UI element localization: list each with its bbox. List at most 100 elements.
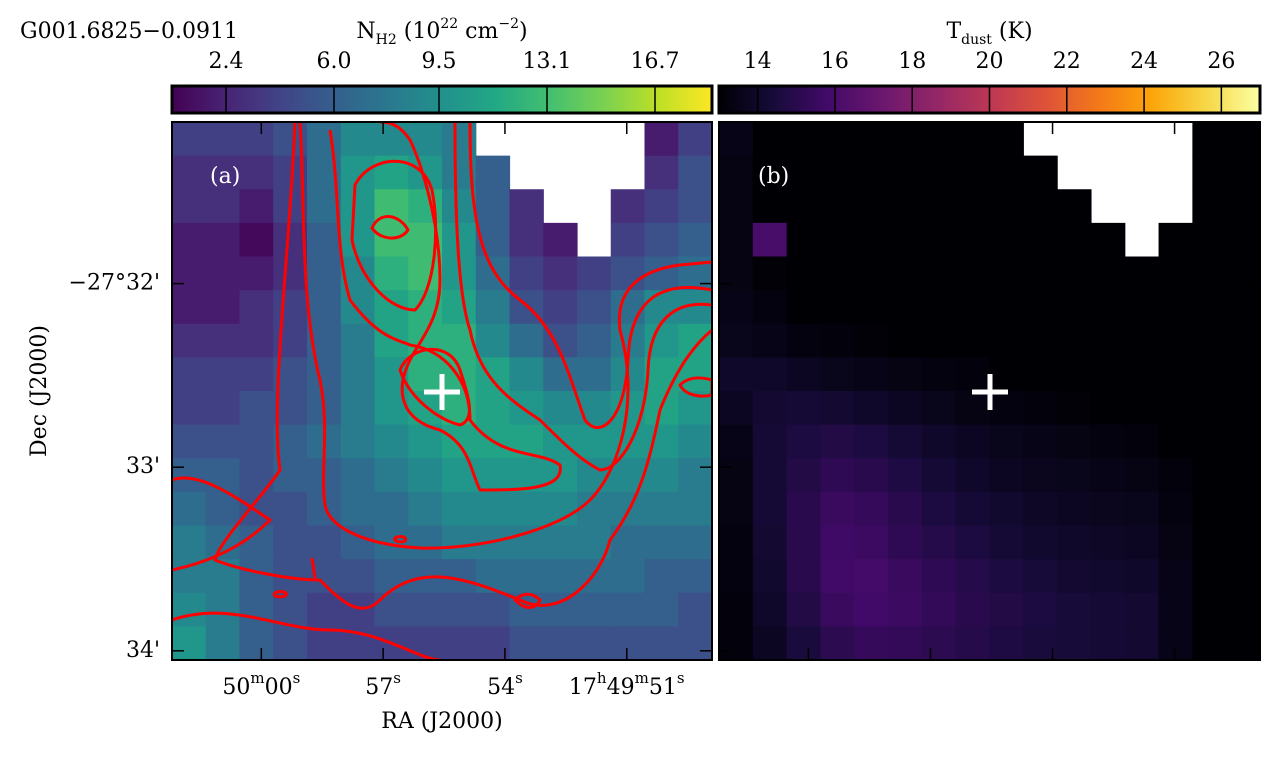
map-cell <box>921 626 957 661</box>
map-cell <box>273 491 308 527</box>
map-cell <box>1057 525 1092 560</box>
map-cell <box>888 256 923 291</box>
map-cell <box>442 491 477 527</box>
map-cell <box>1192 357 1227 392</box>
map-cell <box>475 592 511 627</box>
map-cell <box>955 357 991 392</box>
map-cell <box>340 491 376 527</box>
panel-label: (b) <box>758 164 789 189</box>
map-cell <box>820 290 855 325</box>
map-cell <box>678 222 713 258</box>
map-cell <box>1192 155 1227 190</box>
map-cell <box>854 559 889 594</box>
map-cell <box>719 189 754 224</box>
map-cell <box>786 357 822 392</box>
map-cell <box>1023 391 1058 426</box>
map-cell <box>820 391 855 426</box>
map-cell <box>955 155 991 190</box>
map-cell <box>1090 525 1126 560</box>
map-cell <box>644 626 679 661</box>
map-cell <box>678 189 713 224</box>
map-cell <box>955 391 991 426</box>
map-cell <box>577 592 612 627</box>
map-cell <box>205 122 241 157</box>
map-cell <box>1057 290 1092 325</box>
map-cell <box>1124 424 1160 459</box>
map-cell <box>1226 626 1261 661</box>
map-cell <box>205 155 241 190</box>
map-cell <box>1057 323 1092 358</box>
map-cell <box>205 323 241 358</box>
map-cell <box>340 559 376 594</box>
map-cell <box>509 626 544 661</box>
panel-frame <box>171 121 713 661</box>
map-cell <box>1057 626 1092 661</box>
map-cell <box>820 592 855 627</box>
map-cell <box>888 189 923 224</box>
map-cell <box>820 458 855 493</box>
map-cell <box>273 626 308 661</box>
colorbar-label: Tdust (K) <box>946 19 1032 48</box>
map-cell <box>205 189 241 224</box>
map-cell <box>1124 491 1160 527</box>
map-cell <box>239 424 274 459</box>
map-cell <box>719 491 754 527</box>
map-cell <box>1226 189 1261 224</box>
map-cell <box>1158 290 1193 325</box>
map-cell <box>408 592 443 627</box>
map-cell <box>442 189 477 224</box>
map-cell <box>1090 323 1126 358</box>
map-cell <box>955 458 991 493</box>
map-cell <box>989 189 1024 224</box>
map-cell <box>307 357 342 392</box>
map-cell <box>205 256 241 291</box>
map-cell <box>1158 424 1193 459</box>
map-cell <box>1057 559 1092 594</box>
colorbar-label-part: −2 <box>498 16 519 32</box>
map-cell <box>610 189 646 224</box>
map-cell <box>1057 491 1092 527</box>
map-cell <box>543 391 578 426</box>
map-cell <box>340 290 376 325</box>
map-cell <box>475 391 511 426</box>
map-cell <box>719 290 754 325</box>
map-cell <box>509 525 544 560</box>
map-cell <box>1226 290 1261 325</box>
map-cell <box>719 222 754 258</box>
map-cell <box>989 256 1024 291</box>
map-cell <box>1090 458 1126 493</box>
map-cell <box>543 525 578 560</box>
map-cell <box>408 458 443 493</box>
map-cell <box>820 122 855 157</box>
map-cell <box>719 155 754 190</box>
map-cell <box>172 122 207 157</box>
map-cell <box>273 525 308 560</box>
map-cell <box>752 525 788 560</box>
source-name: G001.6825−0.0911 <box>20 19 238 44</box>
map-cell <box>509 357 544 392</box>
map-cell <box>888 525 923 560</box>
map-cell <box>610 290 646 325</box>
map-cell <box>577 290 612 325</box>
colorbar-label-part: N <box>356 19 375 44</box>
map-cell <box>955 256 991 291</box>
map-cell <box>786 626 822 661</box>
source-marker <box>424 374 1008 410</box>
map-cell <box>1124 525 1160 560</box>
colorbar-tick-label: 13.1 <box>523 49 572 74</box>
map-cell <box>1226 323 1261 358</box>
map-cell <box>1158 559 1193 594</box>
map-cell <box>340 323 376 358</box>
map-cell <box>921 525 957 560</box>
map-cell <box>888 592 923 627</box>
map-cell <box>543 458 578 493</box>
map-cell <box>1226 491 1261 527</box>
map-cell <box>786 559 822 594</box>
panel-label: (a) <box>210 164 240 189</box>
map-cell <box>820 525 855 560</box>
map-cell <box>719 592 754 627</box>
map-cell <box>577 391 612 426</box>
map-cell <box>1023 256 1058 291</box>
map-cell <box>786 424 822 459</box>
map-cell <box>1192 290 1227 325</box>
